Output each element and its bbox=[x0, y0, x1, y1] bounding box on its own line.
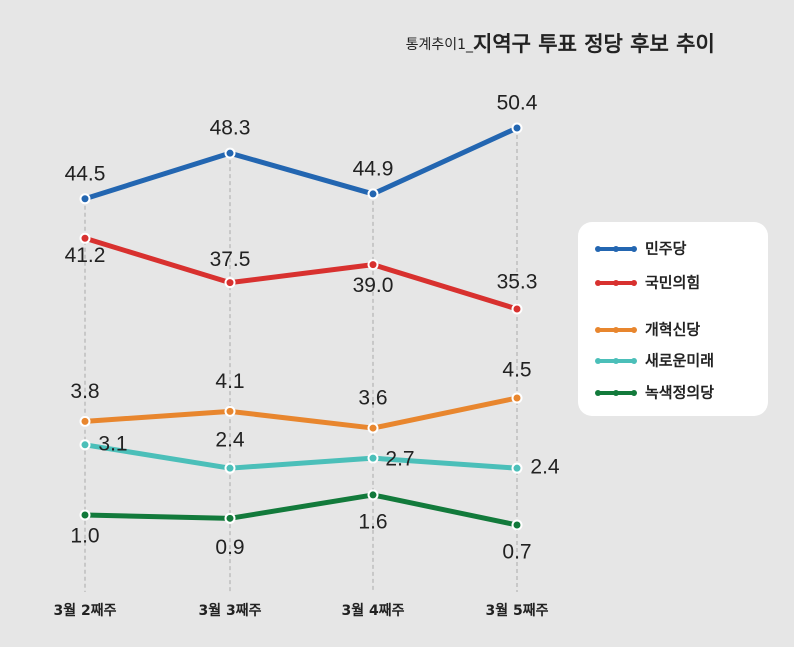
x-tick-label: 3월 5째주 bbox=[486, 602, 549, 619]
legend-dot bbox=[613, 358, 619, 364]
legend-dot bbox=[631, 327, 637, 333]
data-point bbox=[367, 422, 379, 434]
value-label: 44.5 bbox=[65, 162, 106, 185]
data-point bbox=[224, 405, 236, 417]
legend-dot bbox=[613, 246, 619, 252]
value-label: 48.3 bbox=[210, 117, 251, 140]
legend-dot bbox=[595, 280, 601, 286]
value-label: 2.4 bbox=[215, 429, 245, 452]
x-tick-label: 3월 4째주 bbox=[342, 602, 405, 619]
data-point bbox=[224, 277, 236, 289]
legend-dot bbox=[631, 390, 637, 396]
value-label: 3.6 bbox=[358, 387, 387, 410]
series-line bbox=[84, 395, 518, 431]
legend-dot bbox=[613, 390, 619, 396]
value-label: 1.6 bbox=[358, 510, 387, 533]
x-tick-label: 3월 2째주 bbox=[54, 602, 117, 619]
data-point bbox=[79, 509, 91, 521]
value-label: 4.1 bbox=[215, 370, 244, 393]
data-point bbox=[79, 415, 91, 427]
data-point bbox=[367, 188, 379, 200]
data-point bbox=[224, 147, 236, 159]
legend-box bbox=[578, 222, 768, 416]
legend-dot bbox=[595, 390, 601, 396]
data-point bbox=[511, 519, 523, 531]
data-point bbox=[224, 462, 236, 474]
value-label: 0.7 bbox=[502, 541, 531, 564]
data-point bbox=[79, 232, 91, 244]
value-label: 35.3 bbox=[497, 271, 538, 294]
data-point bbox=[367, 489, 379, 501]
value-label: 41.2 bbox=[65, 244, 106, 267]
data-point bbox=[79, 439, 91, 451]
value-label: 3.1 bbox=[98, 432, 127, 455]
legend-dot bbox=[595, 358, 601, 364]
data-point bbox=[224, 512, 236, 524]
data-point bbox=[511, 122, 523, 134]
value-label: 37.5 bbox=[210, 248, 251, 271]
legend-label: 녹색정의당 bbox=[645, 384, 714, 402]
legend-dot bbox=[595, 246, 601, 252]
value-label: 4.5 bbox=[502, 359, 531, 382]
legend-label: 새로운미래 bbox=[645, 352, 714, 370]
value-label: 50.4 bbox=[497, 92, 538, 115]
legend-dot bbox=[595, 327, 601, 333]
value-label: 39.0 bbox=[353, 274, 394, 297]
value-label: 3.8 bbox=[70, 380, 99, 403]
value-label: 2.4 bbox=[530, 456, 560, 479]
legend-dot bbox=[631, 358, 637, 364]
chart-title: 지역구 투표 정당 후보 추이 bbox=[473, 32, 715, 56]
legend-label: 민주당 bbox=[645, 240, 687, 258]
series-line bbox=[84, 492, 518, 528]
series-line bbox=[84, 235, 518, 312]
legend-dot bbox=[631, 246, 637, 252]
chart-subtitle: 통계추이1_ bbox=[406, 37, 474, 53]
legend-dot bbox=[613, 327, 619, 333]
data-point bbox=[367, 259, 379, 271]
data-point bbox=[511, 392, 523, 404]
data-point bbox=[511, 303, 523, 315]
legend-label: 국민의힘 bbox=[645, 274, 700, 292]
data-point bbox=[367, 452, 379, 464]
value-label: 44.9 bbox=[353, 157, 394, 180]
value-label: 1.0 bbox=[70, 525, 99, 548]
value-label: 2.7 bbox=[385, 448, 414, 471]
legend-dot bbox=[613, 280, 619, 286]
value-label: 0.9 bbox=[215, 536, 244, 559]
legend-label: 개혁신당 bbox=[645, 321, 700, 339]
legend-dot bbox=[631, 280, 637, 286]
x-tick-label: 3월 3째주 bbox=[199, 602, 262, 619]
series-line bbox=[84, 442, 518, 471]
data-point bbox=[79, 193, 91, 205]
data-point bbox=[511, 462, 523, 474]
series-line bbox=[84, 125, 519, 202]
